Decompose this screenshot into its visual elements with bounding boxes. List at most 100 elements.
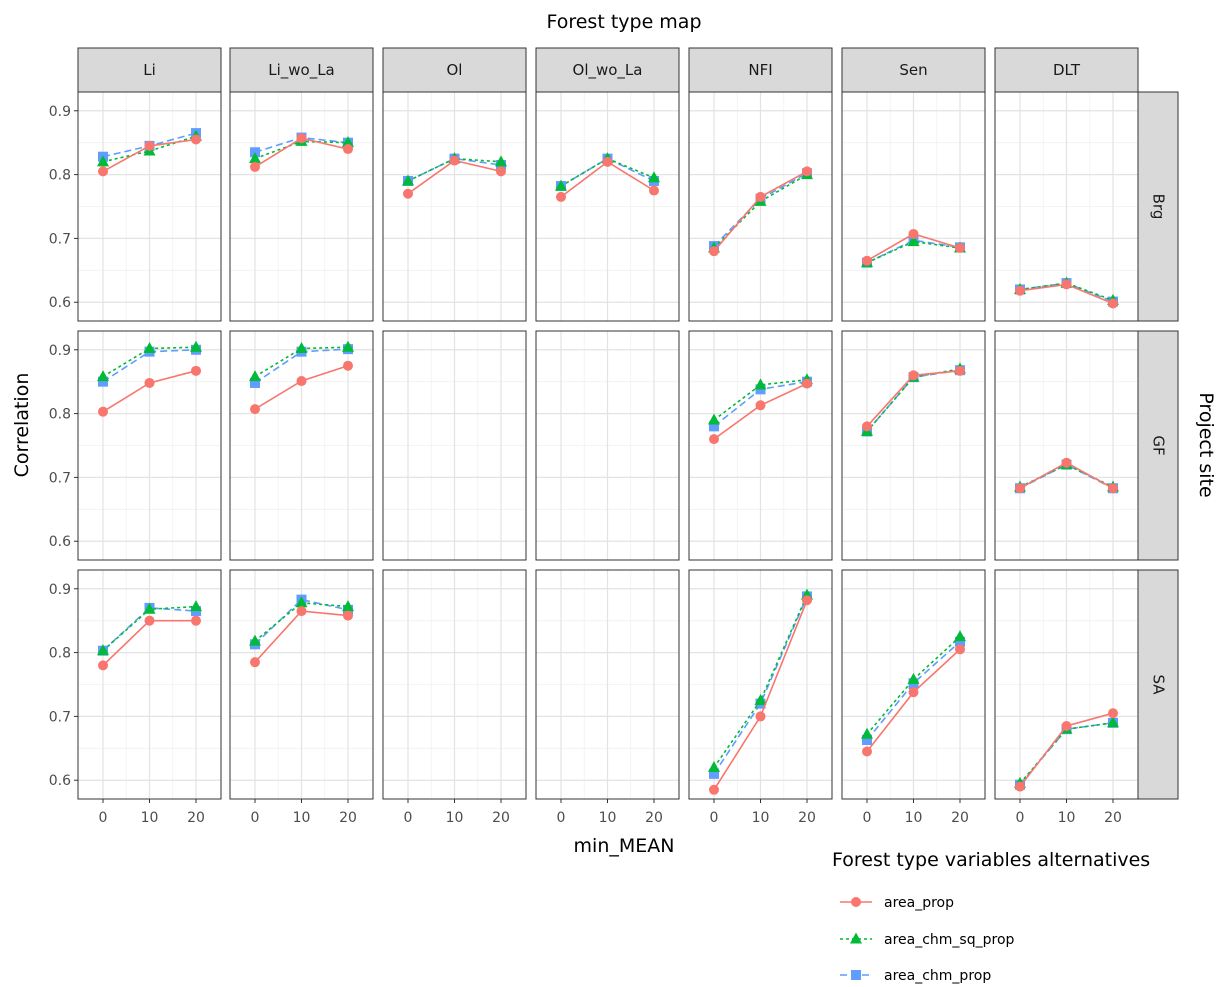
y-tick-label: 0.6	[49, 773, 71, 789]
data-point-area-prop	[955, 242, 965, 253]
panel-gf-nfi	[688, 330, 833, 561]
x-tick-label: 0	[1016, 810, 1025, 826]
series-line-area-chm-prop	[102, 607, 197, 652]
panel-gf-dlt	[994, 330, 1139, 561]
data-point-area-chm-sq-prop	[402, 174, 414, 186]
data-point-area-chm-sq-prop	[708, 760, 720, 772]
data-point-area-prop	[496, 166, 506, 177]
panel-sa-sen: 0 10 20	[841, 569, 986, 826]
panel-border	[994, 91, 1139, 322]
panel-grid: Li Li_wo_La Ol Ol_wo_La NFI Sen DLTBrgGFSA0.60…	[49, 47, 1179, 826]
column-strip-ol	[382, 47, 527, 93]
data-point-area-prop	[1015, 285, 1025, 296]
data-point-area-chm-sq-prop	[190, 600, 202, 612]
data-point-area-prop	[755, 191, 766, 202]
data-point-area-prop	[862, 255, 872, 266]
series-line-area-chm-prop	[866, 641, 961, 741]
column-strip-label: Ol	[447, 61, 463, 79]
data-point-area-prop	[709, 784, 719, 795]
y-tick-label: 0.6	[49, 534, 71, 550]
column-strip-label: NFI	[748, 61, 772, 79]
x-tick-label: 20	[645, 810, 663, 826]
x-tick-label: 0	[404, 810, 413, 826]
data-point-area-prop	[1015, 483, 1025, 494]
x-tick-label: 0	[251, 810, 260, 826]
data-point-area-chm-sq-prop	[97, 155, 109, 167]
legend-title: Forest type variables alternatives	[832, 849, 1150, 871]
data-point-area-chm-sq-prop	[861, 727, 873, 739]
row-strip-label: GF	[1150, 435, 1168, 455]
panel-border	[77, 91, 222, 322]
x-tick-label: 20	[951, 810, 969, 826]
data-point-area-prop	[649, 185, 659, 196]
data-point-area-prop	[755, 400, 766, 411]
panel-border	[535, 330, 680, 561]
series-line-area-chm-sq-prop	[713, 594, 808, 768]
panel-border	[535, 91, 680, 322]
column-strip-label: Li	[143, 61, 156, 79]
data-point-area-prop	[1061, 457, 1072, 468]
series-line-area-chm-prop	[866, 239, 961, 264]
column-strip-li-wo-la	[229, 47, 374, 93]
data-point-area-prop	[862, 746, 872, 757]
data-point-area-chm-sq-prop	[555, 179, 567, 191]
data-point-area-chm-sq-prop	[342, 340, 354, 352]
data-point-area-prop	[709, 246, 719, 257]
panel-gf-li-wo-la	[229, 330, 374, 561]
x-tick-label: 20	[492, 810, 510, 826]
data-point-area-chm-prop	[250, 377, 260, 388]
x-tick-label: 10	[752, 810, 770, 826]
series-line-area-chm-sq-prop	[1019, 282, 1114, 302]
legend: Forest type variables alternatives area_…	[832, 849, 1150, 984]
y-tick-label: 0.8	[49, 646, 71, 662]
x-tick-label: 0	[710, 810, 719, 826]
data-point-area-prop	[191, 365, 201, 376]
column-strip-ol-wo-la	[535, 47, 680, 93]
column-strip-sen	[841, 47, 986, 93]
data-point-area-prop	[144, 615, 155, 626]
legend-entry-area-chm-sq-prop: area_chm_sq_prop	[884, 932, 1015, 948]
x-tick-label: 0	[557, 810, 566, 826]
panel-sa-ol: 0 10 20	[382, 569, 527, 826]
y-tick-label: 0.8	[49, 168, 71, 184]
panel-gf-li: 0.6 0.7 0.8 0.9	[49, 330, 222, 561]
facet-row-title: Project site	[1195, 392, 1217, 497]
panel-brg-dlt	[994, 91, 1139, 322]
panel-brg-sen	[841, 91, 986, 322]
panel-brg-li: 0.6 0.7 0.8 0.9	[49, 91, 222, 322]
data-point-area-chm-prop	[709, 768, 719, 779]
panel-border	[841, 91, 986, 322]
panel-sa-li-wo-la: 0 10 20	[229, 569, 374, 826]
column-strip-li	[77, 47, 222, 93]
data-point-area-prop	[556, 191, 566, 202]
legend-key-marker	[851, 970, 861, 980]
x-tick-label: 20	[798, 810, 816, 826]
data-point-area-prop	[709, 434, 719, 445]
panel-border	[382, 330, 527, 561]
data-point-area-chm-sq-prop	[907, 235, 920, 247]
data-point-area-prop	[1061, 720, 1072, 731]
data-point-area-chm-sq-prop	[97, 644, 109, 656]
y-tick-label: 0.9	[49, 343, 71, 359]
data-point-area-prop	[955, 365, 965, 376]
data-point-area-prop	[98, 406, 108, 417]
x-axis-label: min_MEAN	[574, 835, 675, 857]
data-point-area-prop	[449, 155, 460, 166]
data-point-area-prop	[802, 378, 812, 389]
data-point-area-prop	[908, 370, 919, 381]
data-point-area-chm-sq-prop	[495, 155, 507, 167]
y-tick-label: 0.7	[49, 231, 71, 247]
y-tick-label: 0.7	[49, 709, 71, 725]
data-point-area-prop	[250, 404, 260, 415]
data-point-area-prop	[1108, 708, 1118, 719]
data-point-area-chm-sq-prop	[249, 152, 261, 164]
data-point-area-prop	[296, 376, 307, 387]
y-tick-label: 0.7	[49, 470, 71, 486]
panel-brg-ol-wo-la	[535, 91, 680, 322]
data-point-area-prop	[250, 657, 260, 668]
series-line-area-chm-prop	[407, 157, 502, 182]
legend-key-marker	[850, 932, 862, 944]
data-point-area-chm-sq-prop	[1107, 716, 1119, 728]
data-point-area-prop	[343, 360, 353, 371]
